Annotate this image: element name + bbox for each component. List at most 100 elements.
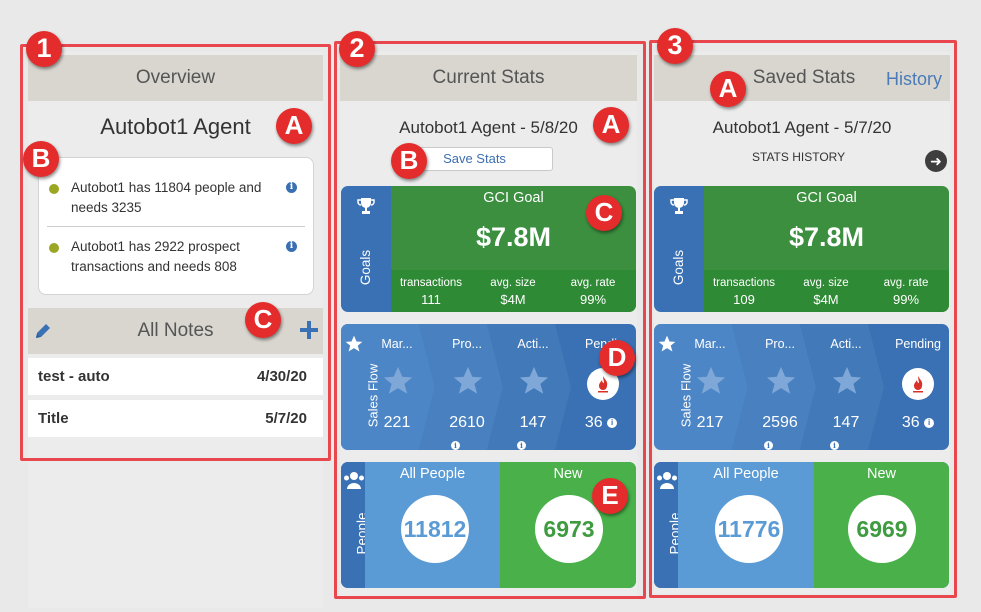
info-icon[interactable]: i bbox=[607, 418, 618, 428]
goals-stats-strip bbox=[704, 270, 949, 312]
star-icon bbox=[345, 335, 363, 352]
goals-title: GCI Goal bbox=[483, 190, 544, 206]
flow-side: Sales Flow bbox=[341, 324, 380, 450]
flow-stage-label: Mar... bbox=[694, 337, 726, 351]
flow-side: Sales Flow bbox=[654, 324, 693, 450]
info-icon[interactable]: i bbox=[764, 441, 773, 450]
trophy-icon bbox=[670, 198, 688, 214]
next-arrow-icon[interactable]: ➜ bbox=[925, 150, 947, 172]
goals-stat-transactions: transactions 111 bbox=[399, 277, 462, 307]
star-icon bbox=[766, 366, 796, 394]
flow-stage-prospects[interactable]: Pro... 2610 i bbox=[429, 324, 505, 450]
overview-info-box: Autobot1 has 11804 people and needs 3235… bbox=[38, 157, 314, 295]
goals-side: Goals bbox=[341, 186, 391, 312]
flow-stage-active[interactable]: Acti... 147 i bbox=[495, 324, 571, 450]
annotation-marker-2: 2 bbox=[339, 31, 375, 67]
star-icon bbox=[383, 366, 413, 394]
star-icon bbox=[696, 366, 726, 394]
note-title: test - auto bbox=[38, 368, 110, 385]
history-link[interactable]: History bbox=[886, 69, 943, 89]
annotation-marker-a: A bbox=[710, 71, 746, 107]
goals-body: GCI Goal $7.8M transactions 109 avg. size… bbox=[704, 186, 949, 312]
flow-stage-value: 2610 bbox=[449, 414, 485, 431]
info-icon[interactable]: i bbox=[924, 418, 935, 428]
all-people-count: 11776 bbox=[715, 495, 783, 563]
info-icon[interactable]: i bbox=[286, 182, 297, 193]
flow-stage-value: 217 bbox=[696, 414, 724, 431]
note-row[interactable]: test - auto 4/30/20 bbox=[28, 358, 323, 395]
status-dot-icon bbox=[49, 243, 59, 253]
annotation-marker-e: E bbox=[592, 478, 628, 514]
annotation-marker-b: B bbox=[23, 141, 59, 177]
goals-stat-avg-rate: avg. rate 99% bbox=[883, 277, 929, 307]
goals-stat-avg-size: avg. size $4M bbox=[803, 277, 849, 307]
annotation-box-3 bbox=[649, 40, 957, 598]
new-people-title: New bbox=[553, 466, 583, 482]
people-side: People bbox=[341, 462, 370, 588]
current-agent-title: Autobot1 Agent - 5/8/20 bbox=[399, 118, 578, 137]
fire-icon bbox=[902, 368, 934, 400]
star-icon bbox=[519, 366, 549, 394]
star-icon bbox=[658, 335, 676, 352]
people-icon bbox=[657, 472, 677, 489]
flow-stage-prospects[interactable]: Pro... 2596 i bbox=[742, 324, 818, 450]
star-icon bbox=[832, 366, 862, 394]
saved-stats-title: Saved Stats bbox=[752, 67, 856, 88]
overview-header: Overview bbox=[28, 55, 323, 101]
all-people-panel[interactable]: All People 11776 bbox=[678, 462, 814, 588]
saved-people-card[interactable]: People All People 11776 New 6969 bbox=[654, 462, 949, 588]
annotation-marker-a: A bbox=[276, 108, 312, 144]
goals-title: GCI Goal bbox=[796, 190, 857, 206]
flow-stage-value: 221 bbox=[383, 414, 411, 431]
info-icon[interactable]: i bbox=[451, 441, 460, 450]
new-people-panel[interactable]: New 6969 bbox=[814, 462, 949, 588]
annotation-marker-c: C bbox=[586, 195, 622, 231]
note-date: 5/7/20 bbox=[265, 410, 307, 427]
all-people-title: All People bbox=[713, 466, 779, 482]
info-divider bbox=[47, 226, 305, 227]
flow-stage-label: Acti... bbox=[517, 337, 549, 351]
all-people-title: All People bbox=[399, 466, 466, 482]
saved-goals-card[interactable]: Goals GCI Goal $7.8M transactions 109 avg… bbox=[654, 186, 949, 312]
new-people-count: 6973 bbox=[535, 495, 603, 563]
info-icon[interactable]: i bbox=[830, 441, 839, 450]
current-stats-header: Current Stats bbox=[340, 55, 637, 101]
flow-stage-marketing[interactable]: Mar... 217 bbox=[672, 324, 748, 450]
info-item-text: Autobot1 has 2922 prospect transactions … bbox=[71, 239, 240, 274]
goals-stat-avg-rate: avg. rate 99% bbox=[570, 277, 616, 307]
info-item-text: Autobot1 has 11804 people and needs 3235 bbox=[71, 180, 262, 215]
annotation-box-1 bbox=[20, 44, 331, 461]
stats-history-label: STATS HISTORY bbox=[752, 150, 846, 164]
trophy-icon bbox=[357, 198, 375, 214]
add-note-icon[interactable] bbox=[299, 320, 319, 340]
flow-stage-active[interactable]: Acti... 147 i bbox=[808, 324, 884, 450]
flow-stage-label: Mar... bbox=[381, 337, 413, 351]
annotation-marker-c: C bbox=[245, 302, 281, 338]
annotation-marker-a: A bbox=[593, 107, 629, 143]
flow-stage-value: 36 i bbox=[880, 414, 949, 432]
flow-stage-marketing[interactable]: Mar... 221 bbox=[359, 324, 435, 450]
annotation-marker-b: B bbox=[391, 143, 427, 179]
status-dot-icon bbox=[49, 184, 59, 194]
flow-stage-label: Pending bbox=[895, 337, 941, 351]
flow-stage-pending[interactable]: Pending 36 i bbox=[880, 324, 949, 450]
saved-sales-flow-card[interactable]: Sales Flow Mar... 217 Pro... 2596 i Acti… bbox=[654, 324, 949, 450]
goals-stat-avg-size: avg. size $4M bbox=[490, 277, 536, 307]
note-date: 4/30/20 bbox=[256, 368, 307, 385]
saved-agent-title: Autobot1 Agent - 5/7/20 bbox=[712, 118, 892, 137]
goals-value: $7.8M bbox=[475, 222, 552, 252]
goals-stats-strip bbox=[391, 270, 636, 312]
goals-value: $7.8M bbox=[788, 222, 865, 252]
note-row[interactable]: Title 5/7/20 bbox=[28, 400, 323, 437]
note-title: Title bbox=[38, 410, 69, 427]
current-sales-flow-card[interactable]: Sales Flow Mar... 221 Pro... 2610 i Acti… bbox=[341, 324, 636, 450]
pencil-icon[interactable] bbox=[33, 321, 53, 341]
info-icon[interactable]: i bbox=[286, 241, 297, 252]
star-icon bbox=[453, 366, 483, 394]
current-people-card[interactable]: People All People 11812 New 6973 bbox=[341, 462, 636, 588]
saved-stats-header: Saved Stats bbox=[654, 55, 950, 101]
annotation-marker-3: 3 bbox=[657, 28, 693, 64]
info-icon[interactable]: i bbox=[517, 441, 526, 450]
goals-side: Goals bbox=[654, 186, 704, 312]
all-people-panel[interactable]: All People 11812 bbox=[365, 462, 500, 588]
